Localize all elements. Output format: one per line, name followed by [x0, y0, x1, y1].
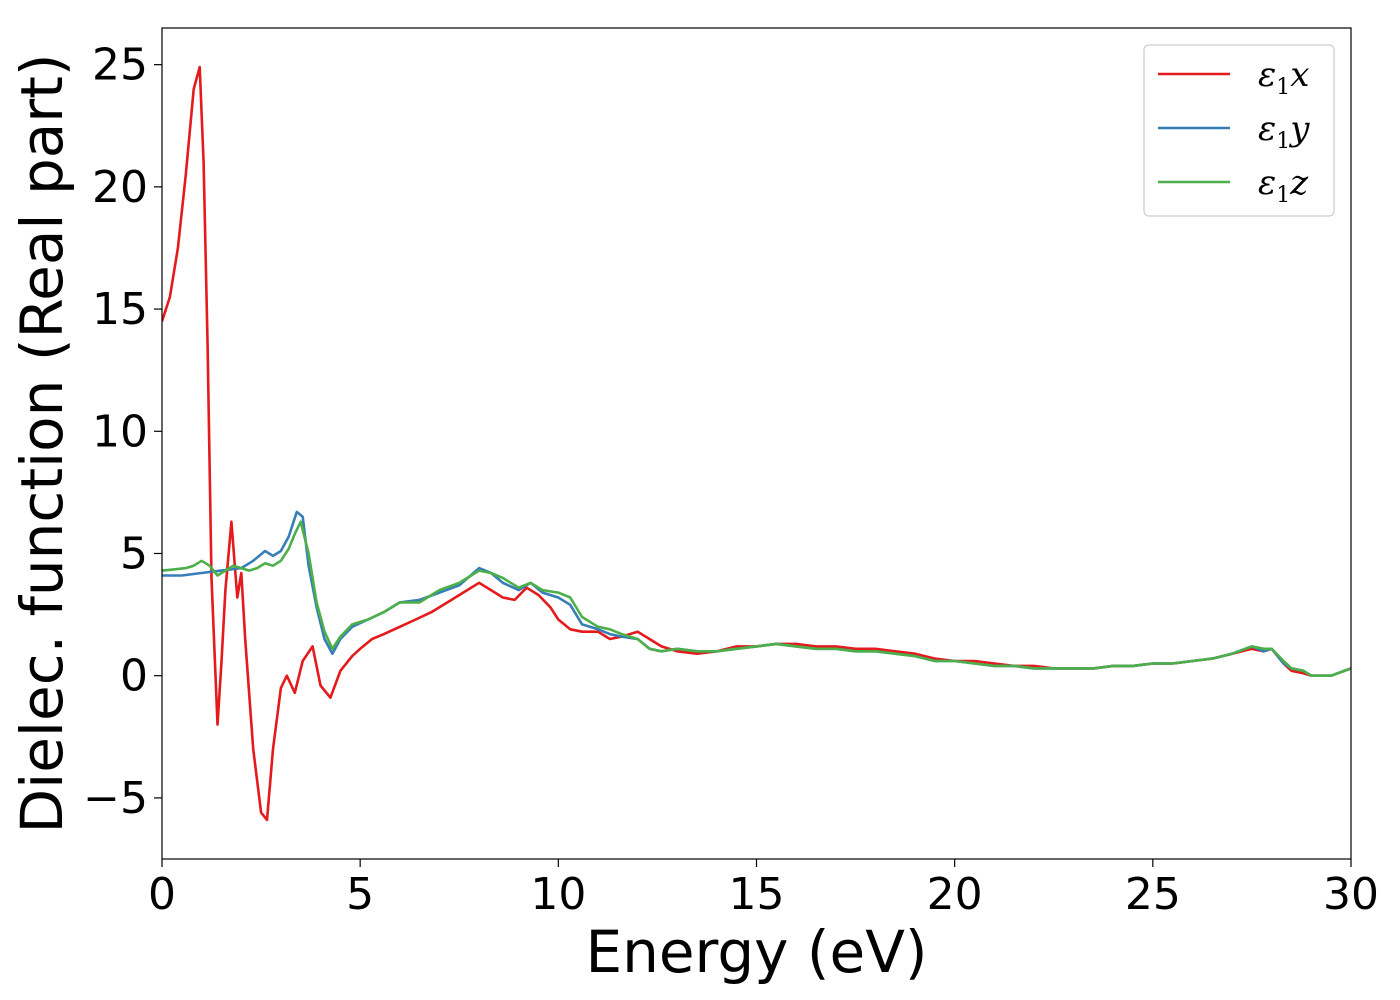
x-tick-label: 20: [927, 869, 983, 920]
x-axis-title: Energy (eV): [585, 918, 927, 986]
x-tick-label: 0: [148, 869, 176, 920]
legend-label-y: ε1y: [1258, 109, 1310, 154]
x-tick-label: 10: [530, 869, 586, 920]
y-axis: −5 0 5 10 15 20 25: [83, 40, 162, 824]
y-tick-label: 0: [120, 651, 148, 702]
y-tick-label: 10: [92, 406, 148, 457]
y-tick-label: 5: [120, 528, 148, 579]
y-tick-label: −5: [83, 773, 148, 824]
legend-box: [1143, 44, 1335, 217]
y-tick-label: 15: [92, 284, 148, 335]
x-tick-label: 25: [1125, 869, 1181, 920]
legend-label-x: ε1x: [1258, 55, 1309, 100]
y-axis-title: Dielec. function (Real part): [8, 53, 76, 833]
x-tick-label: 30: [1323, 869, 1379, 920]
series-layer: [162, 65, 1351, 822]
legend: ε1x ε1y ε1z: [1143, 44, 1335, 217]
x-tick-label: 15: [729, 869, 785, 920]
x-axis: 0 5 10 15 20 25 30: [148, 859, 1379, 920]
y-tick-label: 20: [92, 162, 148, 213]
x-tick-label: 5: [346, 869, 374, 920]
series-line-z: [162, 520, 1351, 677]
legend-label-z: ε1z: [1258, 163, 1309, 208]
y-tick-label: 25: [92, 40, 148, 91]
